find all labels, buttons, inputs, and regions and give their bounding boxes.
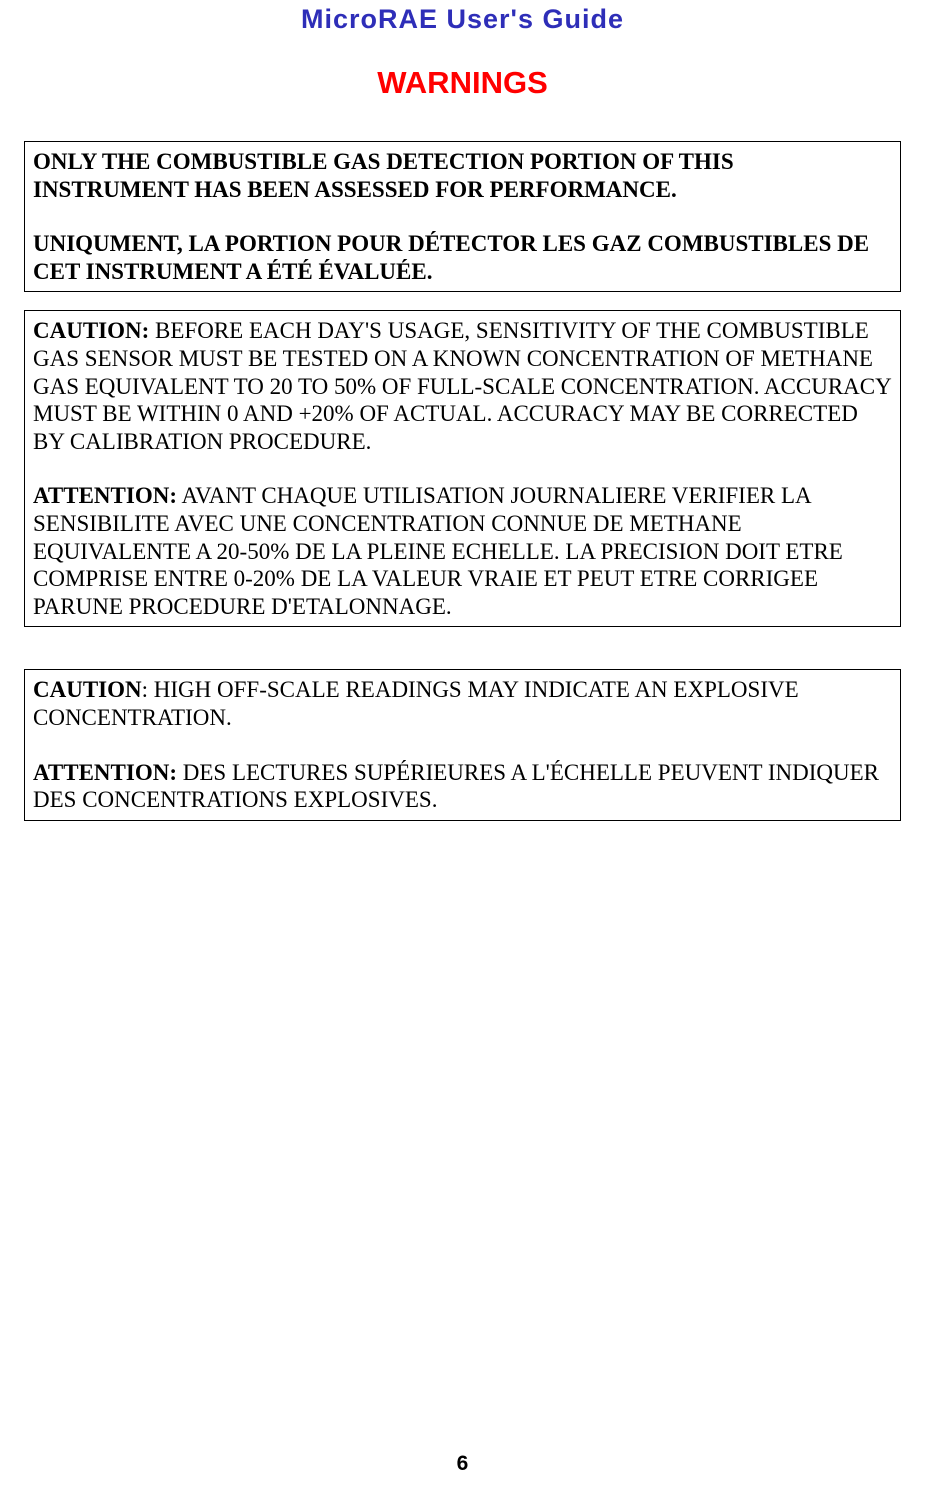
box3-para1: CAUTION: HIGH OFF-SCALE READINGS MAY IND… [33,676,892,731]
box2-para1-label: CAUTION: [33,318,149,343]
box2-para2: ATTENTION: AVANT CHAQUE UTILISATION JOUR… [33,482,892,620]
box2-para1: CAUTION: BEFORE EACH DAY'S USAGE, SENSIT… [33,317,892,455]
warning-box-2: CAUTION: BEFORE EACH DAY'S USAGE, SENSIT… [24,310,901,627]
box3-para2: ATTENTION: DES LECTURES SUPÉRIEURES A L'… [33,759,892,814]
page-number: 6 [0,1452,925,1476]
page-header: MicroRAE User's Guide [0,0,925,35]
content-area: ONLY THE COMBUSTIBLE GAS DETECTION PORTI… [0,141,925,821]
box2-para1-text: BEFORE EACH DAY'S USAGE, SENSITIVITY OF … [33,318,891,453]
box3-para2-label: ATTENTION: [33,760,177,785]
warnings-title: WARNINGS [0,65,925,101]
box1-para1: ONLY THE COMBUSTIBLE GAS DETECTION PORTI… [33,148,892,203]
warning-box-1: ONLY THE COMBUSTIBLE GAS DETECTION PORTI… [24,141,901,292]
box3-para1-label: CAUTION [33,677,142,702]
warning-box-3: CAUTION: HIGH OFF-SCALE READINGS MAY IND… [24,669,901,820]
box3-para1-text: : HIGH OFF-SCALE READINGS MAY INDICATE A… [33,677,799,730]
box1-para2: UNIQUMENT, LA PORTION POUR DÉTECTOR LES … [33,230,892,285]
box2-para2-label: ATTENTION: [33,483,177,508]
